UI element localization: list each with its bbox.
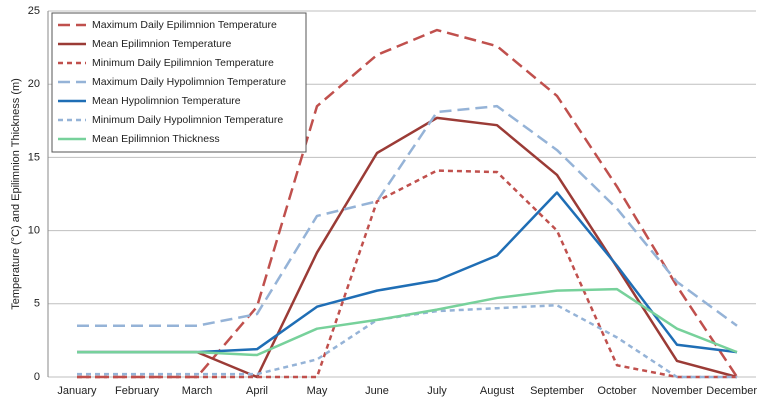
- series-line: [77, 116, 738, 379]
- legend-label: Minimum Daily Epilimnion Temperature: [92, 57, 274, 69]
- x-tick-label: December: [706, 385, 757, 397]
- y-axis-title: Temperature (°C) and Epilimnion Thicknes…: [10, 78, 22, 310]
- y-tick-label: 0: [34, 371, 40, 383]
- y-tick-label: 5: [34, 298, 40, 310]
- y-tick-label: 15: [28, 151, 40, 163]
- x-tick-label: August: [480, 385, 514, 397]
- x-tick-label: September: [530, 385, 584, 397]
- y-tick-label: 25: [28, 5, 40, 17]
- legend-label: Maximum Daily Epilimnion Temperature: [92, 19, 277, 31]
- x-tick-label: January: [57, 385, 97, 397]
- series-line: [77, 287, 738, 357]
- legend-label: Mean Epilimnion Temperature: [92, 38, 231, 50]
- x-tick-label: June: [365, 385, 389, 397]
- y-tick-label: 20: [28, 78, 40, 90]
- legend-label: Minimum Daily Hypolimnion Temperature: [92, 114, 283, 126]
- series-line: [77, 104, 738, 328]
- x-tick-label: July: [427, 385, 447, 397]
- legend-label: Mean Epilimnion Thickness: [92, 133, 220, 145]
- x-tick-label: February: [115, 385, 160, 397]
- series-line: [77, 169, 737, 379]
- x-tick-label: April: [246, 385, 268, 397]
- legend-box: [51, 12, 307, 153]
- legend-label: Mean Hypolimnion Temperature: [92, 95, 241, 107]
- x-tick-label: November: [652, 385, 703, 397]
- y-tick-label: 10: [28, 225, 40, 237]
- legend-label: Maximum Daily Hypolimnion Temperature: [92, 76, 286, 88]
- x-tick-label: October: [597, 385, 636, 397]
- x-tick-label: May: [307, 385, 328, 397]
- legend: Maximum Daily Epilimnion Temperature Mean…: [51, 12, 307, 153]
- x-tick-label: March: [182, 385, 213, 397]
- series-line: [77, 191, 738, 354]
